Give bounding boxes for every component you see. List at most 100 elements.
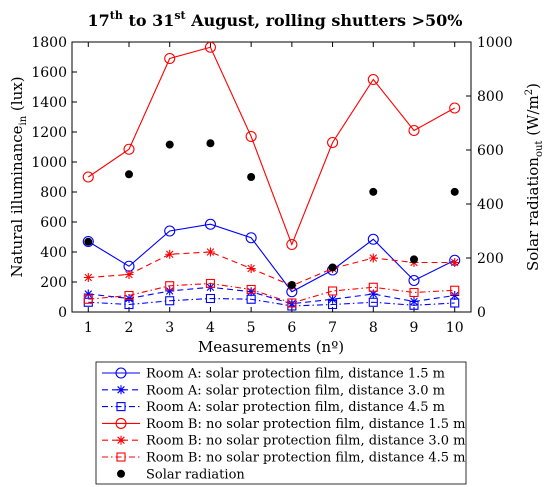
data-point — [287, 299, 297, 309]
legend-item: Solar radiation — [117, 467, 245, 482]
data-point — [450, 285, 460, 295]
series-1 — [82, 218, 461, 298]
data-point — [328, 263, 337, 272]
data-point — [450, 258, 460, 267]
x-tick-label: 3 — [165, 320, 174, 336]
legend-item: Room A: solar protection film, distance … — [102, 383, 445, 398]
data-point — [164, 52, 176, 65]
series-4 — [82, 41, 461, 251]
series-6 — [83, 278, 460, 308]
legend-label: Solar radiation — [146, 467, 245, 482]
data-point — [245, 232, 257, 244]
data-point — [367, 73, 379, 86]
left-axis-label: Natural illuminancein (lux) — [8, 76, 29, 277]
data-point — [368, 297, 378, 307]
data-point — [83, 294, 93, 304]
series-line — [88, 251, 455, 287]
legend-label: Room A: solar protection film, distance … — [146, 400, 445, 415]
data-point — [246, 284, 256, 295]
data-point — [83, 273, 93, 282]
data-point — [247, 173, 256, 181]
data-point — [450, 187, 459, 196]
data-point — [165, 296, 175, 306]
data-point — [84, 237, 93, 246]
legend-item: Room B: no solar protection film, distan… — [102, 451, 465, 466]
data-point — [410, 255, 418, 264]
legend-marker — [115, 417, 127, 429]
right-axis-label: Solar radiationout (W/m2) — [524, 83, 545, 271]
x-axis-ticks: 1 2 3 4 5 6 7 8 9 10 — [84, 42, 464, 336]
chart-title: 17th to 31st August, rolling shutters >5… — [88, 9, 463, 30]
left-tick-label: 1600 — [31, 65, 67, 81]
data-point — [246, 287, 256, 297]
legend-marker — [116, 435, 126, 445]
x-tick-label: 1 — [84, 320, 93, 336]
left-tick-label: 1800 — [31, 35, 67, 51]
data-point — [245, 130, 257, 143]
data-point — [124, 294, 134, 303]
left-tick-label: 0 — [58, 305, 67, 321]
data-point — [124, 299, 134, 310]
data-point — [165, 286, 175, 296]
data-point — [327, 136, 339, 149]
data-point — [368, 282, 378, 292]
right-tick-label: 0 — [477, 305, 486, 321]
data-point — [367, 233, 379, 245]
right-tick-label: 200 — [477, 251, 504, 267]
data-point — [82, 235, 94, 248]
data-point — [328, 299, 338, 310]
x-tick-label: 10 — [446, 320, 464, 336]
legend-marker — [116, 385, 126, 395]
series-line — [88, 282, 455, 304]
series-7 — [84, 139, 459, 289]
data-point — [450, 298, 460, 308]
legend-item: Room B: no solar protection film, distan… — [102, 434, 465, 449]
data-point — [368, 289, 378, 299]
data-point — [409, 287, 419, 298]
data-point — [287, 298, 297, 308]
data-point — [82, 171, 94, 183]
data-point — [165, 140, 174, 149]
x-tick-label: 6 — [287, 320, 296, 336]
data-point — [328, 294, 338, 304]
legend-label: Room A: solar protection film, distance … — [146, 383, 445, 398]
legend-label: Room B: no solar protection film, distan… — [146, 451, 465, 466]
series-line — [88, 297, 455, 307]
data-point — [286, 238, 298, 251]
data-point — [205, 278, 215, 289]
series-line — [87, 46, 455, 247]
data-point — [246, 294, 256, 304]
left-tick-label: 400 — [40, 245, 67, 261]
data-point — [205, 247, 215, 257]
right-tick-label: 400 — [477, 197, 504, 213]
legend-marker — [115, 367, 127, 379]
series-line — [88, 223, 455, 293]
x-tick-label: 2 — [125, 320, 134, 336]
data-point — [328, 286, 338, 296]
data-point — [165, 249, 175, 259]
data-point — [205, 293, 215, 304]
legend-item: Room A: solar protection film, distance … — [102, 400, 445, 415]
data-point — [123, 143, 135, 155]
data-point — [164, 225, 176, 237]
data-point — [246, 264, 256, 273]
left-tick-label: 600 — [40, 215, 67, 231]
x-tick-label: 8 — [369, 320, 378, 336]
x-tick-label: 7 — [328, 320, 337, 336]
legend-marker — [116, 452, 126, 462]
data-point — [369, 187, 378, 196]
data-point — [409, 300, 419, 310]
x-tick-label: 9 — [410, 320, 419, 336]
data-point — [125, 170, 133, 179]
data-point — [368, 253, 378, 263]
legend-label: Room A: solar protection film, distance … — [146, 367, 445, 382]
x-axis-label: Measurements (nº) — [198, 338, 344, 356]
data-point — [204, 218, 216, 230]
data-point — [124, 270, 134, 279]
series-line — [88, 286, 455, 305]
data-point — [204, 41, 216, 53]
left-axis-ticks: 0 200 400 600 800 1000 1200 1400 1600 1800 — [31, 35, 77, 321]
data-point — [450, 291, 460, 300]
left-tick-label: 1200 — [31, 125, 67, 141]
